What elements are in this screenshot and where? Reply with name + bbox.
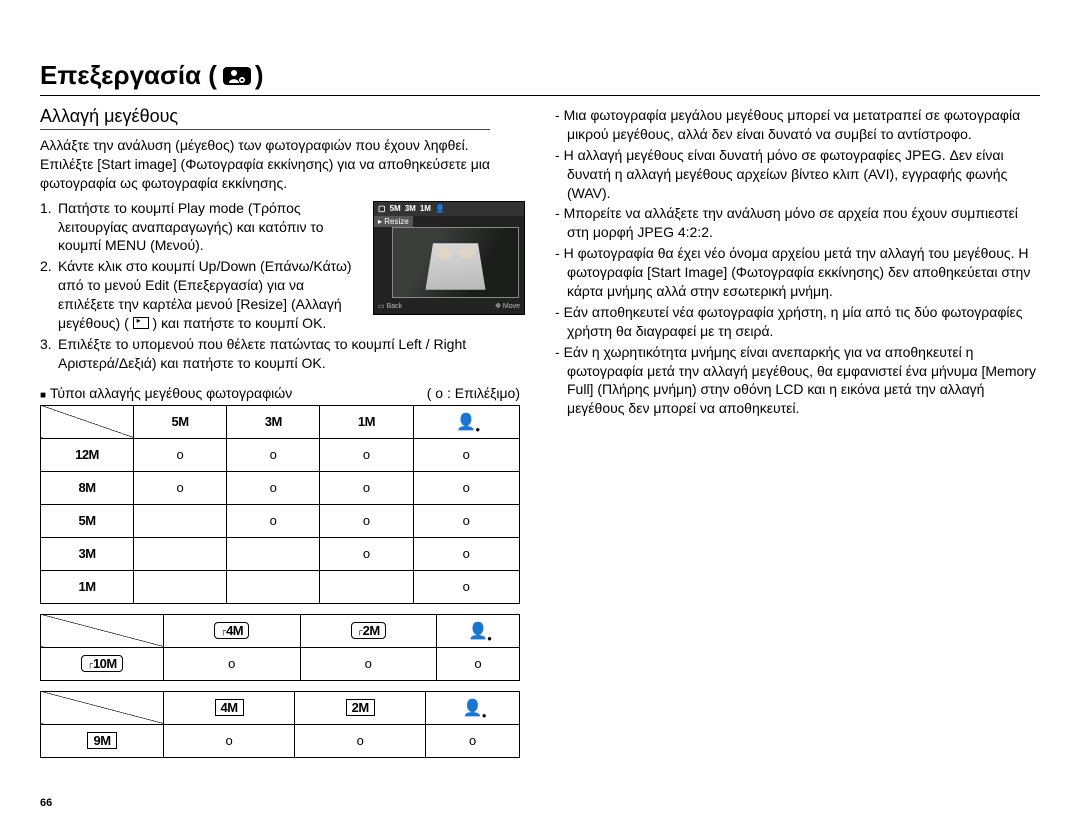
col-p2m: 2M <box>352 700 369 715</box>
row-p9m: 9M <box>93 733 110 748</box>
bullet-3: - Μπορείτε να αλλάξετε την ανάλυση μόνο … <box>555 204 1040 242</box>
person-icon: 👤 <box>468 621 488 641</box>
step-1: 1. Πατήστε το κουμπί Play mode (Τρόπος λ… <box>40 199 363 256</box>
col-w4m: 4M <box>226 623 243 638</box>
bullet-1: - Μια φωτογραφία μεγάλου μεγέθους μπορεί… <box>555 106 1040 144</box>
intro-text: Αλλάξτε την ανάλυση (μέγεθος) των φωτογρ… <box>40 136 525 193</box>
preview-photo <box>392 227 519 298</box>
resize-table-2: ┌4M ┌2M 👤 ┌10M ooo <box>40 614 520 681</box>
page-number: 66 <box>40 797 52 809</box>
table-caption: Τύποι αλλαγής μεγέθους φωτογραφιών <box>50 385 292 401</box>
col-3m: 3M <box>265 414 282 429</box>
col-w2m: 2M <box>363 623 380 638</box>
resize-table-3: 4M 2M 👤 9M ooo <box>40 691 520 758</box>
table-legend: ( o : Επιλέξιμο) <box>427 385 520 401</box>
bullet-5: - Εάν αποθηκευτεί νέα φωτογραφία χρήστη,… <box>555 303 1040 341</box>
person-icon: 👤 <box>463 698 483 718</box>
resize-table-1: 5M 3M 1M 👤 12M oooo 8M oooo 5M ooo 3M oo… <box>40 405 520 604</box>
subheading: Αλλαγή μεγέθους <box>40 106 490 130</box>
resize-inline-icon <box>133 317 149 329</box>
bullet-6: - Εάν η χωρητικότητα μνήμης είναι ανεπαρ… <box>555 343 1040 419</box>
step-1-text: Πατήστε το κουμπί Play mode (Τρόπος λειτ… <box>58 199 363 256</box>
step-3-text: Επιλέξτε το υπομενού που θέλετε πατώντας… <box>58 335 525 373</box>
camera-lcd-preview: ▢ 5M 3M 1M 👤 ▸ Resize ▭ Back ✥ Move <box>373 201 525 315</box>
preview-tab: ▸ Resize <box>374 216 413 227</box>
preview-bottom-bar: ▭ Back ✥ Move <box>374 302 524 314</box>
row-w10m: 10M <box>93 656 117 671</box>
step-3: 3. Επιλέξτε το υπομενού που θέλετε πατών… <box>40 335 525 373</box>
row-5m: 5M <box>41 504 134 537</box>
table-caption-row: ■Τύποι αλλαγής μεγέθους φωτογραφιών ( o … <box>40 385 520 401</box>
col-1m: 1M <box>358 414 375 429</box>
row-3m: 3M <box>41 537 134 570</box>
section-title-row: Επεξεργασία ( ) <box>40 60 1040 96</box>
col-p4m: 4M <box>221 700 238 715</box>
row-1m: 1M <box>41 570 134 603</box>
col-5m: 5M <box>172 414 189 429</box>
step-2-text: Κάντε κλικ στο κουμπί Up/Down (Επά­νω/Κά… <box>58 257 363 333</box>
page-title-close: ) <box>255 60 264 91</box>
page-title: Επεξεργασία ( <box>40 60 217 91</box>
preview-top-bar: ▢ 5M 3M 1M 👤 <box>374 202 524 216</box>
person-icon: 👤 <box>456 412 476 432</box>
bullet-2: - Η αλλαγή μεγέθους είναι δυνατή μόνο σε… <box>555 146 1040 203</box>
step-2: 2. Κάντε κλικ στο κουμπί Up/Down (Επά­νω… <box>40 257 363 333</box>
row-12m: 12M <box>41 438 134 471</box>
bullet-4: - Η φωτογραφία θα έχει νέο όνομα αρχείου… <box>555 244 1040 301</box>
edit-mode-icon <box>223 67 251 85</box>
row-8m: 8M <box>41 471 134 504</box>
